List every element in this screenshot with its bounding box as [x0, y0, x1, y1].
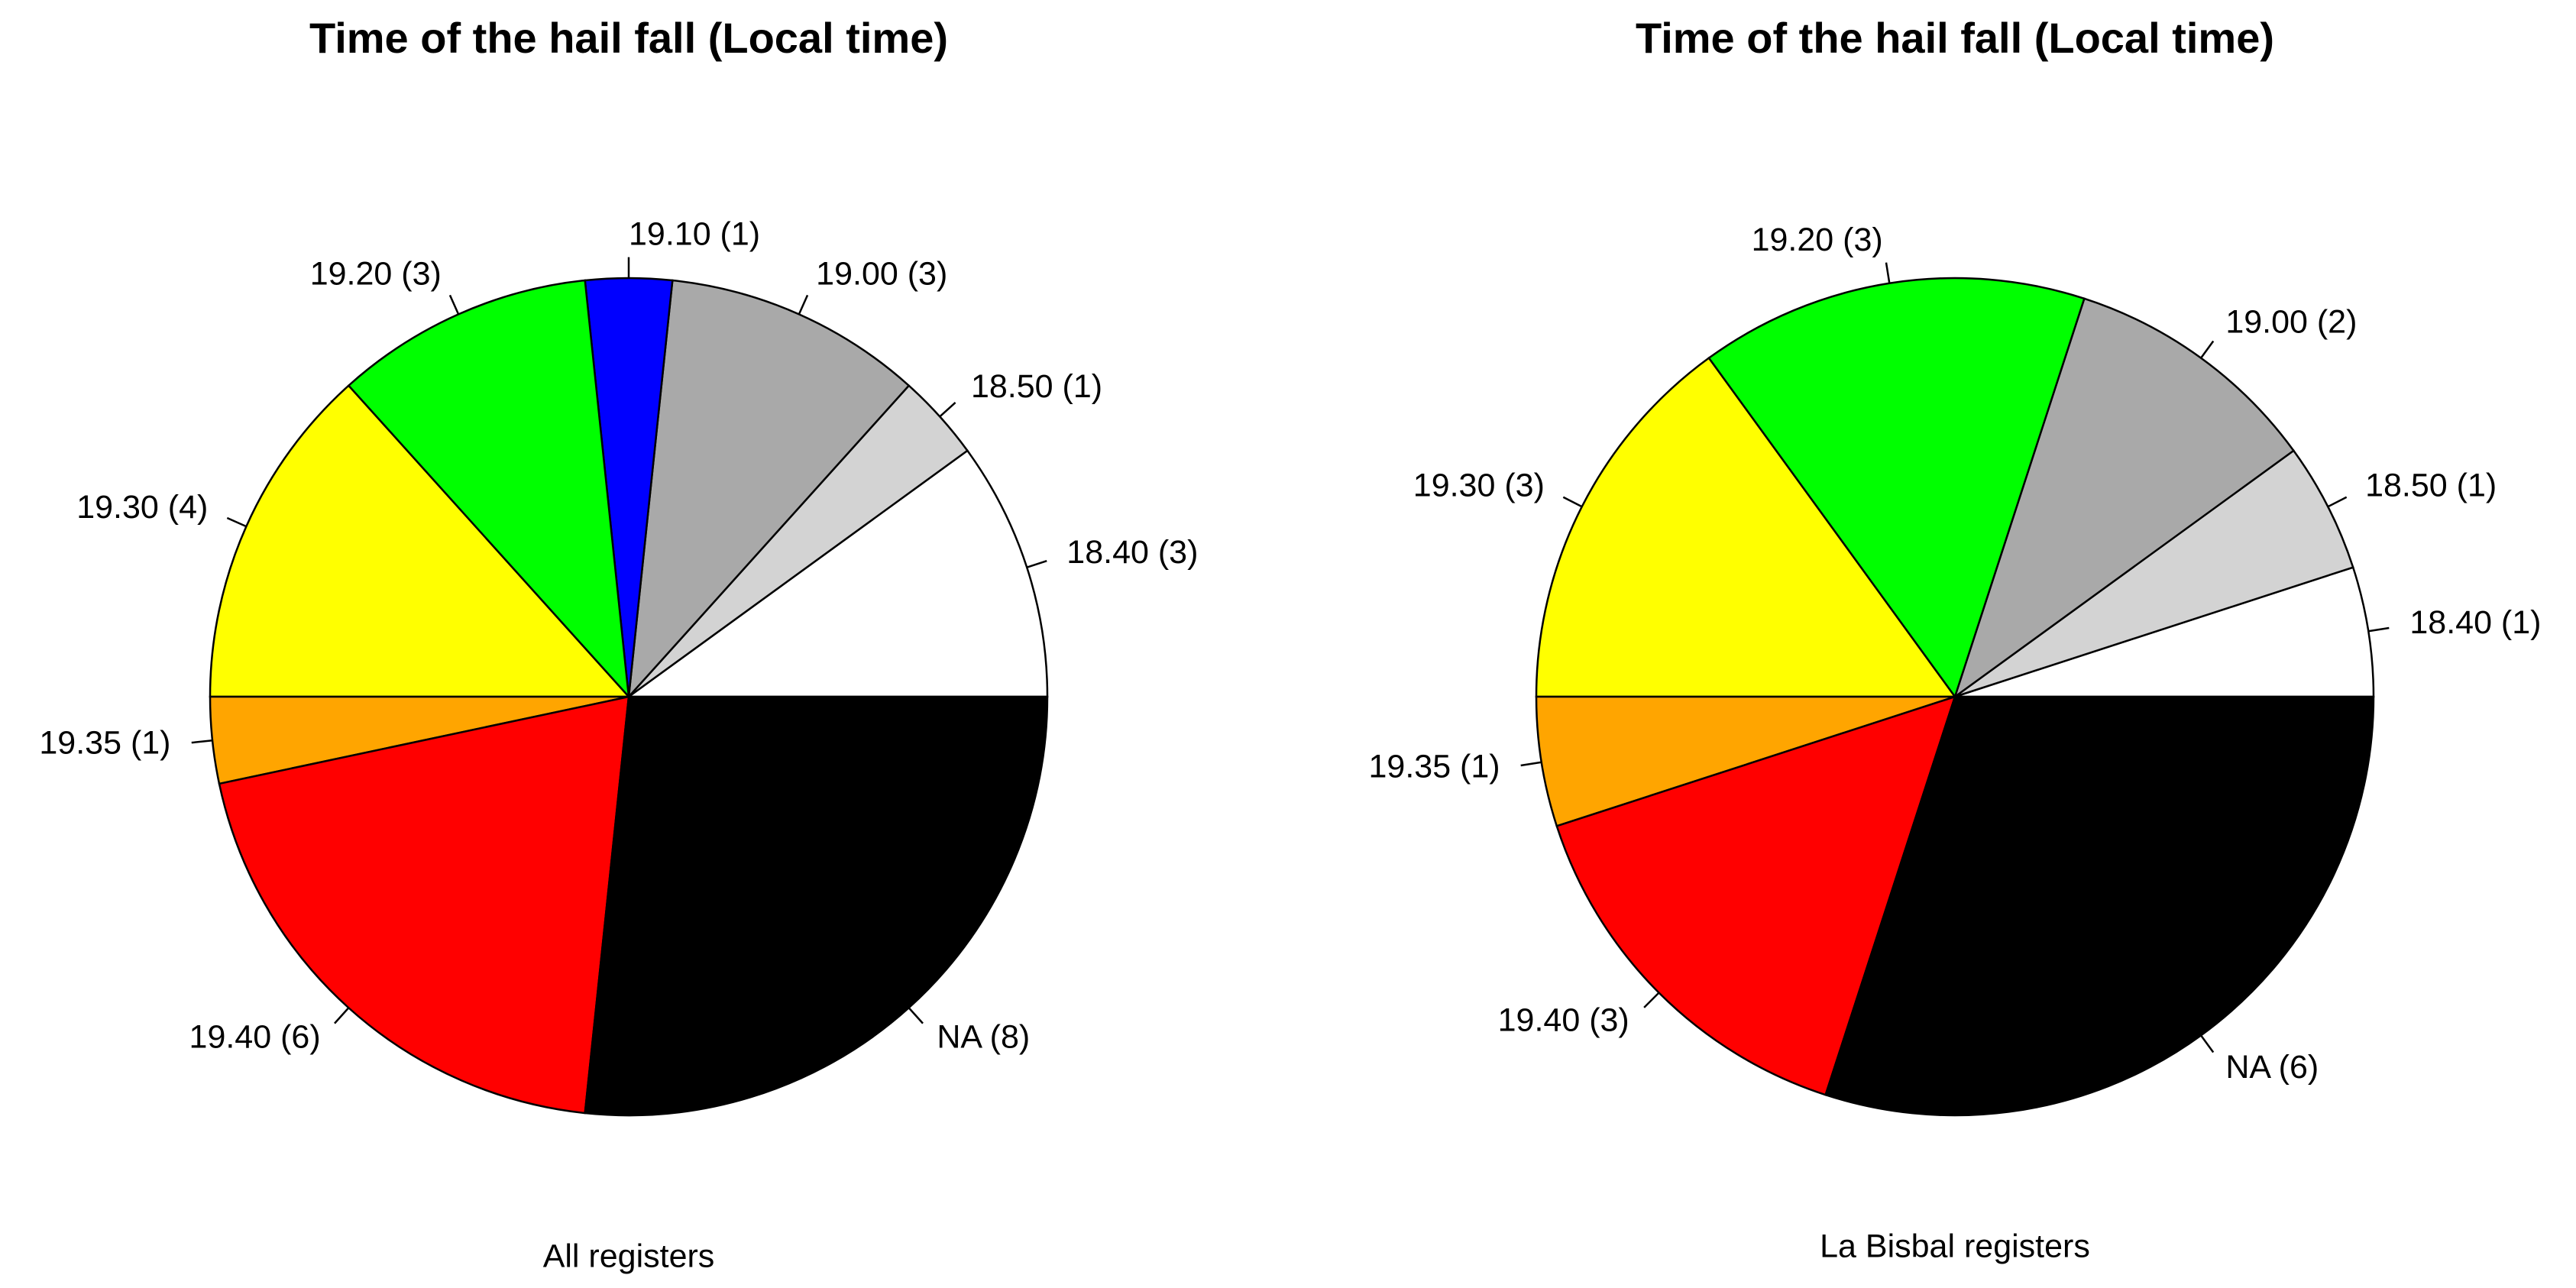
slice-label: 19.35 (1)	[39, 724, 170, 761]
slice-label: 18.50 (1)	[2365, 468, 2497, 504]
slice-label: NA (6)	[2225, 1049, 2319, 1086]
slice-label: 19.40 (3)	[1498, 1002, 1629, 1039]
subtitle: La Bisbal registers	[1820, 1228, 2090, 1264]
label-tick	[1520, 761, 1542, 767]
pie-slice	[1707, 277, 2086, 699]
label-tick	[2368, 626, 2390, 633]
chart-title: Time of the hail fall (Local time)	[309, 14, 948, 62]
label-tick	[1562, 496, 1583, 508]
label-tick	[1885, 262, 1891, 283]
label-tick	[2200, 340, 2215, 359]
pie-slice	[627, 279, 911, 700]
slice-label: 18.40 (1)	[2409, 604, 2541, 641]
label-tick	[1026, 560, 1047, 568]
label-tick	[334, 1007, 350, 1024]
slice-label: 19.40 (6)	[189, 1018, 321, 1055]
slice-label: 19.20 (3)	[310, 256, 442, 293]
label-tick	[939, 402, 956, 418]
slice-label: 19.00 (3)	[816, 256, 947, 293]
slice-label: NA (8)	[937, 1018, 1030, 1055]
slice-label: 19.30 (4)	[76, 489, 208, 526]
label-tick	[2200, 1034, 2215, 1053]
slice-label: 18.40 (3)	[1066, 534, 1198, 571]
pie-slice	[1954, 566, 2375, 698]
slice-label: 19.20 (3)	[1752, 222, 1883, 258]
pie-slice	[626, 449, 1049, 698]
label-tick	[908, 1007, 924, 1024]
label-tick	[226, 516, 247, 528]
pie-slice	[1953, 297, 2296, 700]
slice-label: 19.30 (3)	[1413, 468, 1545, 504]
slice-label: 19.00 (2)	[2225, 304, 2357, 341]
pie-slice	[1535, 356, 1957, 698]
pie-slice	[1824, 695, 2375, 1117]
label-tick	[2327, 496, 2348, 508]
pie-slice	[1535, 695, 1956, 827]
pie-slice	[1555, 695, 1956, 1096]
label-tick	[1643, 992, 1660, 1008]
subtitle: All registers	[543, 1238, 715, 1274]
chart-title: Time of the hail fall (Local time)	[1636, 14, 2274, 62]
label-tick	[448, 294, 460, 315]
slice-label: 18.50 (1)	[971, 368, 1102, 405]
slice-label: 19.35 (1)	[1369, 749, 1500, 785]
slice-label: 19.10 (1)	[629, 216, 760, 253]
label-tick	[798, 294, 809, 315]
pie-slice	[1954, 449, 2354, 698]
label-tick	[191, 739, 213, 744]
